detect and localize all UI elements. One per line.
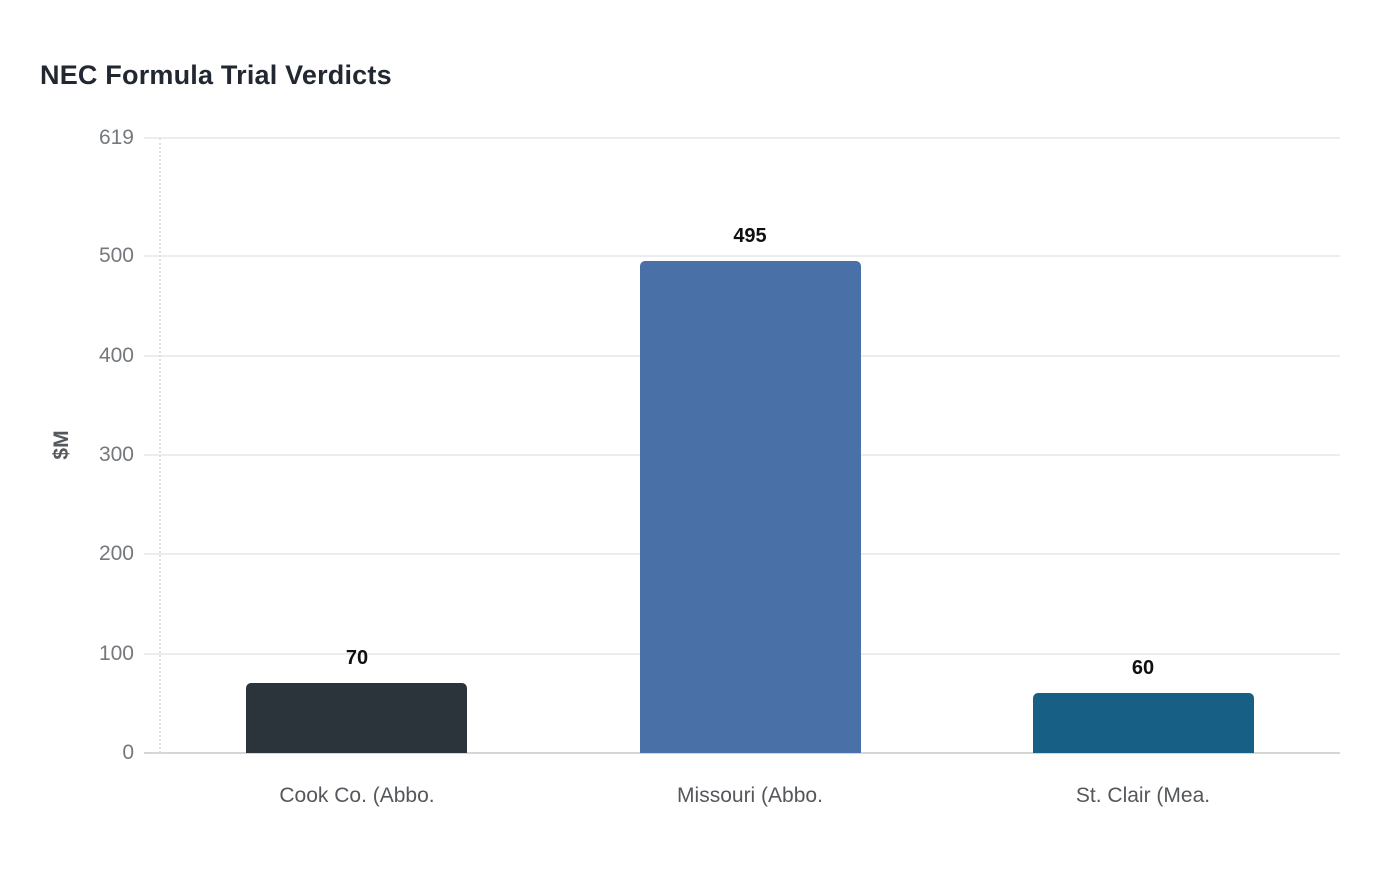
y-tick-label: 0: [122, 741, 134, 764]
y-tick-label: 200: [98, 542, 134, 565]
y-tick-label: 619: [98, 126, 134, 149]
y-tick-label: 300: [98, 443, 134, 466]
bar-value-label-missouri-abbo: 495: [733, 225, 767, 247]
y-tick-label: 100: [98, 642, 134, 665]
bar-st-clair-mea[interactable]: [1033, 693, 1254, 753]
y-axis-line: [159, 138, 161, 753]
bar-missouri-abbo[interactable]: [640, 261, 861, 753]
x-tick-label-st-clair-mea: St. Clair (Mea.: [1075, 784, 1211, 807]
gridline-619: [144, 137, 1340, 139]
gridline-500: [144, 255, 1340, 257]
bar-cook-co-abbo[interactable]: [246, 683, 467, 753]
y-tick-label: 400: [98, 344, 134, 367]
x-tick-label-missouri-abbo: Missouri (Abbo.: [677, 784, 823, 807]
bar-value-label-st-clair-mea: 60: [1131, 657, 1155, 679]
x-tick-label-cook-co-abbo: Cook Co. (Abbo.: [279, 784, 435, 807]
chart-title: NEC Formula Trial Verdicts: [40, 60, 392, 90]
gridline-0: [144, 752, 1340, 754]
bar-value-label-cook-co-abbo: 70: [345, 647, 369, 669]
y-tick-label: 500: [98, 244, 134, 267]
